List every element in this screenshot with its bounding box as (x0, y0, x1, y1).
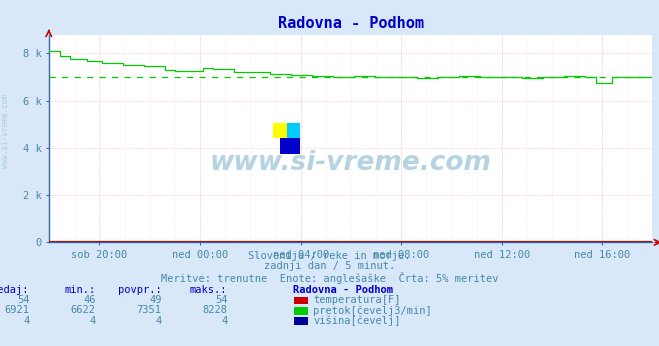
Title: Radovna - Podhom: Radovna - Podhom (278, 16, 424, 31)
Text: 6622: 6622 (71, 305, 96, 315)
Text: višina[čevelj]: višina[čevelj] (313, 316, 401, 326)
Text: 4: 4 (221, 316, 227, 326)
Text: temperatura[F]: temperatura[F] (313, 295, 401, 305)
Text: 4: 4 (90, 316, 96, 326)
Text: www.si-vreme.com: www.si-vreme.com (210, 150, 492, 176)
Text: 49: 49 (149, 295, 161, 305)
Text: maks.:: maks.: (190, 285, 227, 295)
Text: sedaj:: sedaj: (0, 285, 30, 295)
Text: 8228: 8228 (202, 305, 227, 315)
Text: 4: 4 (24, 316, 30, 326)
Text: pretok[čevelj3/min]: pretok[čevelj3/min] (313, 305, 432, 316)
Text: 6921: 6921 (5, 305, 30, 315)
Text: 7351: 7351 (136, 305, 161, 315)
Bar (280, 138, 300, 154)
Text: Radovna - Podhom: Radovna - Podhom (293, 285, 393, 295)
Text: zadnji dan / 5 minut.: zadnji dan / 5 minut. (264, 261, 395, 271)
Text: 4: 4 (156, 316, 161, 326)
Text: min.:: min.: (65, 285, 96, 295)
Text: Meritve: trenutne  Enote: anglešaške  Črta: 5% meritev: Meritve: trenutne Enote: anglešaške Črta… (161, 272, 498, 284)
Text: 46: 46 (83, 295, 96, 305)
Text: Slovenija / reke in morje.: Slovenija / reke in morje. (248, 251, 411, 261)
Bar (287, 123, 300, 138)
Text: 54: 54 (17, 295, 30, 305)
Text: www.si-vreme.com: www.si-vreme.com (1, 94, 10, 169)
Text: povpr.:: povpr.: (118, 285, 161, 295)
Bar (273, 123, 287, 138)
Text: 54: 54 (215, 295, 227, 305)
